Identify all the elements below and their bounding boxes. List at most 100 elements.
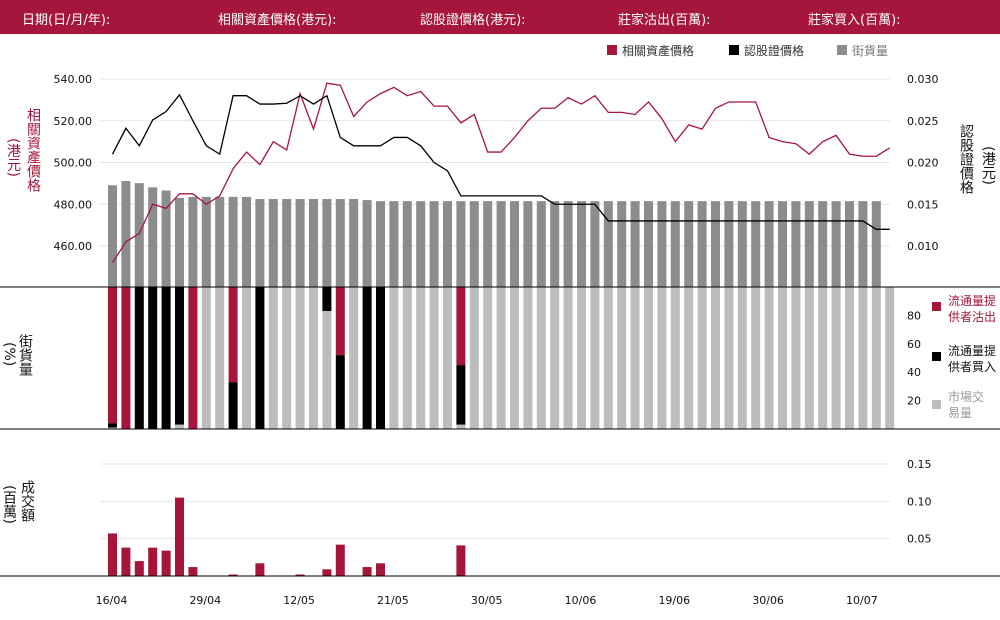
outstanding-bar bbox=[617, 201, 627, 287]
legend-underlying-label: 相關資產價格 bbox=[622, 43, 694, 58]
outstanding-bar bbox=[121, 181, 131, 287]
turnover-tick: 0.05 bbox=[907, 533, 932, 546]
left-price-tick: 480.00 bbox=[54, 198, 93, 211]
turnover-bar bbox=[255, 563, 265, 576]
right-price-tick: 0.025 bbox=[907, 115, 939, 128]
volume-market-bar bbox=[603, 287, 613, 429]
outstanding-bar bbox=[711, 201, 720, 287]
outstanding-bar bbox=[791, 201, 801, 287]
outstanding-bar bbox=[268, 199, 278, 287]
volume-sell-bar bbox=[121, 287, 131, 429]
volume-pct-tick: 20 bbox=[907, 395, 921, 408]
outstanding-bar bbox=[443, 201, 452, 287]
volume-market-bar bbox=[456, 424, 466, 429]
outstanding-bar bbox=[108, 185, 117, 287]
volume-sell-bar bbox=[188, 287, 198, 429]
legend-market-label: 市場交易量 bbox=[948, 390, 985, 420]
volume-sell-bar bbox=[228, 287, 238, 383]
volume-market-bar bbox=[389, 287, 399, 429]
volume-market-bar bbox=[309, 287, 318, 429]
legend-outstanding-swatch bbox=[837, 45, 847, 55]
turnover-axis-title: 成交額 bbox=[19, 480, 35, 522]
turnover-bar bbox=[108, 533, 117, 576]
outstanding-bar bbox=[322, 199, 332, 287]
outstanding-bar bbox=[134, 183, 144, 287]
turnover-axis-unit: (百萬) bbox=[1, 485, 17, 524]
x-tick-label: 30/05 bbox=[471, 594, 503, 607]
volume-buy-bar bbox=[362, 287, 372, 429]
outstanding-bar bbox=[362, 200, 372, 287]
volume-market-bar bbox=[201, 287, 211, 429]
volume-market-bar bbox=[268, 287, 278, 429]
left-price-axis-title: 相關資產價格 bbox=[25, 108, 41, 192]
volume-market-bar bbox=[322, 311, 332, 429]
outstanding-bar bbox=[644, 201, 653, 287]
outstanding-bar bbox=[242, 196, 251, 287]
outstanding-bar bbox=[349, 199, 359, 287]
header-mm-sell: 莊家沽出(百萬): bbox=[618, 13, 711, 28]
volume-buy-bar bbox=[175, 287, 184, 425]
header-bar: 日期(日/月/年): 相關資產價格(港元): 認股證價格(港元): 莊家沽出(百… bbox=[0, 0, 1000, 34]
outstanding-bar bbox=[657, 201, 667, 287]
outstanding-bar bbox=[818, 201, 828, 287]
volume-market-bar bbox=[242, 287, 251, 429]
volume-market-bar bbox=[871, 287, 881, 429]
outstanding-bar bbox=[228, 196, 238, 287]
x-tick-label: 30/06 bbox=[752, 594, 784, 607]
volume-market-bar bbox=[697, 287, 707, 429]
outstanding-bar bbox=[429, 201, 439, 287]
turnover-tick: 0.15 bbox=[907, 458, 932, 471]
volume-market-bar bbox=[469, 287, 479, 429]
header-warrant-price: 認股證價格(港元): bbox=[420, 13, 526, 28]
outstanding-axis-unit: (%) bbox=[1, 342, 17, 367]
volume-buy-bar bbox=[376, 287, 385, 429]
x-tick-label: 10/06 bbox=[565, 594, 597, 607]
outstanding-bar bbox=[563, 201, 573, 287]
volume-buy-bar bbox=[161, 287, 171, 429]
warrant-price-line bbox=[111, 93, 890, 230]
volume-market-bar bbox=[617, 287, 627, 429]
volume-market-bar bbox=[670, 287, 680, 429]
outstanding-bar bbox=[670, 201, 680, 287]
x-tick-label: 12/05 bbox=[283, 594, 315, 607]
underlying-price-line bbox=[111, 82, 891, 264]
outstanding-bar bbox=[523, 201, 533, 287]
outstanding-bar bbox=[804, 201, 814, 287]
outstanding-bar bbox=[201, 196, 211, 287]
outstanding-bar bbox=[389, 201, 399, 287]
outstanding-bar bbox=[737, 201, 747, 287]
outstanding-bar bbox=[496, 201, 506, 287]
outstanding-bar bbox=[697, 201, 707, 287]
volume-market-bar bbox=[630, 287, 640, 429]
turnover-bar bbox=[134, 561, 144, 576]
legend-buy-label: 流通量提供者買入 bbox=[948, 344, 997, 374]
outstanding-bar bbox=[550, 201, 560, 287]
outstanding-axis-title: 街貨量 bbox=[17, 334, 33, 376]
volume-buy-bar bbox=[148, 287, 158, 429]
left-price-tick: 500.00 bbox=[54, 157, 93, 170]
right-price-axis-title: 認股證價格 bbox=[958, 124, 974, 194]
legend-market-swatch bbox=[932, 400, 941, 409]
outstanding-bar bbox=[751, 201, 761, 287]
turnover-bar bbox=[188, 567, 198, 576]
volume-sell-bar bbox=[108, 287, 117, 424]
volume-market-bar bbox=[443, 287, 452, 429]
turnover-bar bbox=[148, 547, 158, 576]
volume-market-bar bbox=[831, 287, 841, 429]
outstanding-bar bbox=[255, 199, 265, 287]
volume-sell-bar bbox=[335, 287, 345, 356]
turnover-bar bbox=[376, 563, 385, 576]
volume-market-bar bbox=[429, 287, 439, 429]
outstanding-bar bbox=[483, 201, 493, 287]
volume-market-bar bbox=[282, 287, 292, 429]
header-date: 日期(日/月/年): bbox=[22, 13, 111, 28]
turnover-bar bbox=[295, 574, 305, 576]
volume-market-bar bbox=[496, 287, 506, 429]
volume-buy-bar bbox=[255, 287, 265, 429]
outstanding-bar bbox=[469, 201, 479, 287]
turnover-bar bbox=[175, 497, 184, 576]
right-price-tick: 0.015 bbox=[907, 198, 939, 211]
outstanding-bar bbox=[282, 199, 292, 287]
outstanding-bar bbox=[603, 201, 613, 287]
